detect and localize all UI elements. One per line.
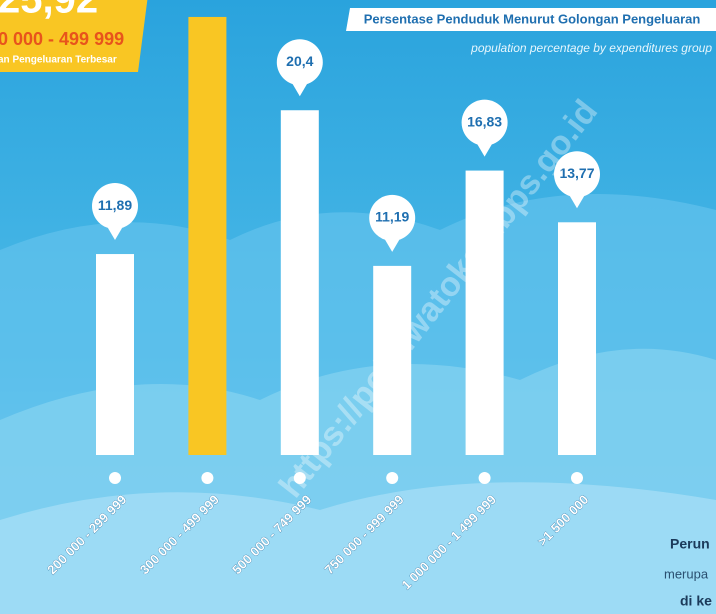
bar <box>281 110 319 455</box>
dot <box>386 472 398 484</box>
bar <box>558 222 596 455</box>
value-label: 16,83 <box>467 113 502 129</box>
value-label: 20,4 <box>286 53 313 69</box>
dot <box>201 472 213 484</box>
value-label: 11,89 <box>98 197 132 213</box>
dot <box>479 472 491 484</box>
side-note: Perun <box>670 536 710 552</box>
value-label: 11,19 <box>375 209 409 225</box>
highlight-value: 25,92 <box>0 0 98 22</box>
highlight-range: 0 000 - 499 999 <box>0 29 124 49</box>
side-note: merupa <box>664 566 709 581</box>
chart: 25,92 0 000 - 499 999 an Pengeluaran Ter… <box>0 0 716 614</box>
bar <box>188 17 226 455</box>
dot <box>109 472 121 484</box>
chart-subtitle: population percentage by expenditures gr… <box>470 41 712 55</box>
page: {"chart_data": {"type": "bar", "title": … <box>0 0 716 614</box>
chart-title: Persentase Penduduk Menurut Golongan Pen… <box>364 11 701 26</box>
highlight-caption: an Pengeluaran Terbesar <box>0 55 117 66</box>
dot <box>571 472 583 484</box>
bar <box>96 254 134 455</box>
side-note: di ke <box>680 593 712 609</box>
